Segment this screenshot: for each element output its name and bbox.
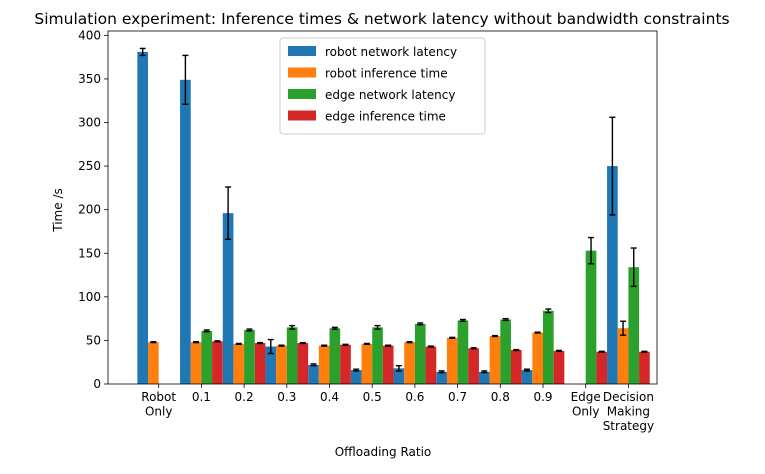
bar-robot-inference-time xyxy=(446,337,458,384)
legend: robot network latency robot inference tim… xyxy=(279,37,486,135)
y-tick-label: 50 xyxy=(86,333,101,347)
y-tick-label: 200 xyxy=(78,203,101,217)
x-axis-label: Offloading Ratio xyxy=(335,445,432,459)
legend-label: robot network latency xyxy=(325,45,457,59)
bar-robot-inference-time xyxy=(532,332,543,384)
bar-edge-network-latency xyxy=(372,327,383,384)
y-axis-label: Time /s xyxy=(51,188,65,232)
bar-robot-network-latency xyxy=(350,370,362,384)
legend-swatch xyxy=(288,46,316,56)
errorbar-layer xyxy=(139,47,648,374)
bar-robot-network-latency xyxy=(436,371,447,384)
bar-robot-network-latency xyxy=(478,371,490,384)
bar-robot-inference-time xyxy=(617,328,629,384)
bar-robot-inference-time xyxy=(361,343,373,384)
legend-label: robot inference time xyxy=(325,67,448,81)
y-tick-label: 150 xyxy=(78,246,101,260)
y-tick-label: 400 xyxy=(78,28,101,42)
x-tick-label: Robot Only xyxy=(141,390,176,419)
bar-edge-network-latency xyxy=(457,320,469,384)
x-tick-label: 0.3 xyxy=(277,390,296,404)
bars-layer xyxy=(137,51,650,384)
bar-edge-inference-time xyxy=(340,344,351,384)
plot-frame xyxy=(107,30,658,385)
x-tick-label: 0.1 xyxy=(192,390,211,404)
bar-edge-inference-time xyxy=(639,351,650,384)
legend-swatch xyxy=(288,110,316,121)
bar-edge-inference-time xyxy=(382,345,394,384)
bar-edge-inference-time xyxy=(297,343,309,384)
y-tick-label: 300 xyxy=(78,116,101,130)
y-tick-label: 0 xyxy=(93,377,101,391)
bar-edge-inference-time xyxy=(510,350,522,384)
y-tick-label: 100 xyxy=(78,290,101,304)
legend-label: edge network latency xyxy=(325,88,455,102)
y-tick-label: 250 xyxy=(78,159,101,173)
bar-edge-inference-time xyxy=(553,350,565,384)
bar-robot-network-latency xyxy=(137,51,149,384)
legend-swatch xyxy=(288,67,316,78)
x-tick-label: 0.2 xyxy=(235,390,254,404)
x-tick-label: 0.5 xyxy=(363,390,382,404)
bar-edge-network-latency xyxy=(585,250,597,384)
x-tick-label: Edge Only xyxy=(571,390,601,419)
bar-robot-network-latency xyxy=(521,370,533,384)
bar-edge-inference-time xyxy=(254,343,266,384)
bar-edge-network-latency xyxy=(500,319,511,384)
bar-edge-network-latency xyxy=(329,328,341,384)
bar-robot-inference-time xyxy=(318,345,330,384)
bar-robot-inference-time xyxy=(148,342,159,384)
bar-robot-network-latency xyxy=(222,213,234,384)
x-tick-label: 0.8 xyxy=(491,390,510,404)
x-tick-label: 0.7 xyxy=(448,390,467,404)
bar-edge-network-latency xyxy=(201,330,213,384)
y-tick-label: 350 xyxy=(78,72,101,86)
bar-edge-inference-time xyxy=(468,348,479,384)
bar-robot-network-latency xyxy=(308,364,319,384)
bar-robot-network-latency xyxy=(180,79,191,384)
bar-edge-inference-time xyxy=(596,351,608,384)
legend-label: edge inference time xyxy=(325,110,446,124)
bar-robot-inference-time xyxy=(276,345,287,384)
bar-edge-network-latency xyxy=(414,323,426,384)
chart-title: Simulation experiment: Inference times &… xyxy=(34,10,729,28)
bar-robot-inference-time xyxy=(233,343,245,384)
legend-entries: robot network latency robot inference tim… xyxy=(288,45,457,124)
bar-robot-network-latency xyxy=(607,166,618,384)
bar-edge-inference-time xyxy=(212,341,223,384)
bar-robot-inference-time xyxy=(489,336,501,384)
bar-edge-network-latency xyxy=(543,310,554,384)
tick-layer: 0 50 100 150 200 250 300 350 400 Robot Only 0.1 0.2 0… xyxy=(78,28,654,433)
bar-edge-network-latency xyxy=(244,329,255,384)
legend-box xyxy=(279,37,486,135)
x-tick-label: 0.6 xyxy=(405,390,424,404)
bar-robot-inference-time xyxy=(404,342,415,384)
bar-robot-inference-time xyxy=(190,342,202,384)
bar-edge-inference-time xyxy=(425,346,437,384)
bar-edge-network-latency xyxy=(286,327,298,384)
bar-robot-network-latency xyxy=(393,368,405,384)
bar-edge-network-latency xyxy=(628,267,640,384)
bar-robot-network-latency xyxy=(265,346,277,384)
legend-swatch xyxy=(288,89,316,99)
x-tick-label: Decision Making Strategy xyxy=(603,390,654,433)
x-tick-label: 0.9 xyxy=(533,390,552,404)
x-tick-label: 0.4 xyxy=(320,390,339,404)
